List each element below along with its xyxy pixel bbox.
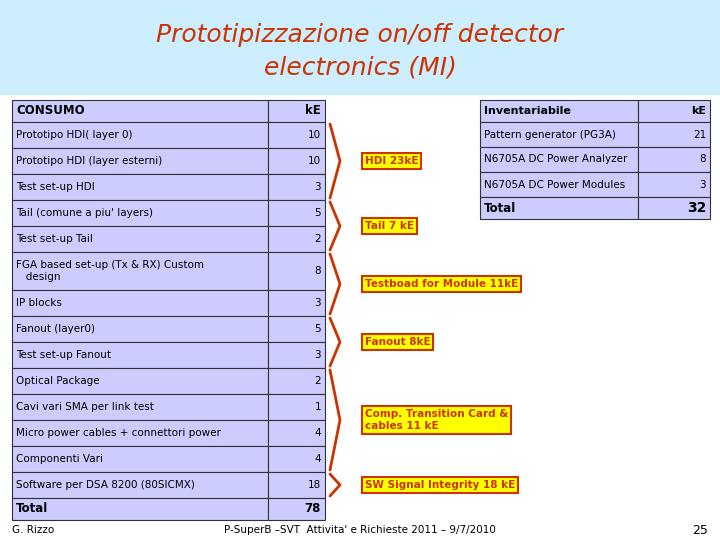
- Text: 25: 25: [692, 523, 708, 537]
- Bar: [12, 368, 268, 394]
- Text: 32: 32: [687, 201, 706, 215]
- Text: 4: 4: [315, 428, 321, 438]
- Text: Comp. Transition Card &
cables 11 kE: Comp. Transition Card & cables 11 kE: [365, 409, 508, 431]
- Bar: [0, 0, 720, 95]
- Text: 3: 3: [699, 179, 706, 190]
- Text: 21: 21: [693, 130, 706, 139]
- Text: Test set-up Fanout: Test set-up Fanout: [16, 350, 111, 360]
- Text: 3: 3: [315, 350, 321, 360]
- Text: Inventariabile: Inventariabile: [484, 106, 571, 116]
- Text: electronics (MI): electronics (MI): [264, 56, 456, 80]
- Bar: [268, 394, 325, 420]
- Text: Total: Total: [484, 201, 516, 214]
- Bar: [480, 147, 638, 172]
- Text: Micro power cables + connettori power: Micro power cables + connettori power: [16, 428, 221, 438]
- Text: Fanout (layer0): Fanout (layer0): [16, 324, 95, 334]
- Text: HDI 23kE: HDI 23kE: [365, 156, 418, 166]
- Text: 8: 8: [315, 266, 321, 276]
- Bar: [12, 498, 268, 520]
- Bar: [12, 252, 268, 290]
- Text: 5: 5: [315, 208, 321, 218]
- Bar: [480, 172, 638, 197]
- Bar: [638, 172, 710, 197]
- Text: 4: 4: [315, 454, 321, 464]
- Text: CONSUMO: CONSUMO: [16, 105, 85, 118]
- Text: Prototipo HDI( layer 0): Prototipo HDI( layer 0): [16, 130, 132, 140]
- Bar: [12, 394, 268, 420]
- Bar: [268, 316, 325, 342]
- Text: 3: 3: [315, 298, 321, 308]
- Text: Testboad for Module 11kE: Testboad for Module 11kE: [365, 279, 518, 289]
- Text: 8: 8: [699, 154, 706, 165]
- Bar: [268, 174, 325, 200]
- Text: Cavi vari SMA per link test: Cavi vari SMA per link test: [16, 402, 154, 412]
- Bar: [480, 197, 638, 219]
- Text: 10: 10: [308, 156, 321, 166]
- Text: Pattern generator (PG3A): Pattern generator (PG3A): [484, 130, 616, 139]
- Text: Software per DSA 8200 (80SICMX): Software per DSA 8200 (80SICMX): [16, 480, 195, 490]
- Bar: [12, 200, 268, 226]
- Text: 18: 18: [307, 480, 321, 490]
- Bar: [268, 368, 325, 394]
- Bar: [268, 290, 325, 316]
- Bar: [12, 446, 268, 472]
- Bar: [12, 226, 268, 252]
- Text: N6705A DC Power Analyzer: N6705A DC Power Analyzer: [484, 154, 627, 165]
- Text: 10: 10: [308, 130, 321, 140]
- Bar: [268, 420, 325, 446]
- Text: Prototipo HDI (layer esterni): Prototipo HDI (layer esterni): [16, 156, 162, 166]
- Text: Fanout 8kE: Fanout 8kE: [365, 337, 431, 347]
- Bar: [638, 100, 710, 122]
- Bar: [12, 148, 268, 174]
- Text: Prototipizzazione on/off detector: Prototipizzazione on/off detector: [156, 23, 564, 47]
- Text: Tail 7 kE: Tail 7 kE: [365, 221, 414, 231]
- Bar: [480, 100, 638, 122]
- Bar: [268, 100, 325, 122]
- Bar: [268, 148, 325, 174]
- Bar: [268, 252, 325, 290]
- Text: 3: 3: [315, 182, 321, 192]
- Bar: [12, 290, 268, 316]
- Text: FGA based set-up (Tx & RX) Custom
   design: FGA based set-up (Tx & RX) Custom design: [16, 260, 204, 282]
- Text: 2: 2: [315, 376, 321, 386]
- Bar: [12, 100, 268, 122]
- Bar: [638, 197, 710, 219]
- Text: Total: Total: [16, 503, 48, 516]
- Text: Test set-up HDI: Test set-up HDI: [16, 182, 95, 192]
- Bar: [268, 472, 325, 498]
- Text: kE: kE: [691, 106, 706, 116]
- Text: 78: 78: [305, 503, 321, 516]
- Text: SW Signal Integrity 18 kE: SW Signal Integrity 18 kE: [365, 480, 516, 490]
- Bar: [12, 420, 268, 446]
- Bar: [638, 122, 710, 147]
- Text: Componenti Vari: Componenti Vari: [16, 454, 103, 464]
- Text: 1: 1: [315, 402, 321, 412]
- Text: 2: 2: [315, 234, 321, 244]
- Bar: [268, 200, 325, 226]
- Text: kE: kE: [305, 105, 321, 118]
- Bar: [12, 122, 268, 148]
- Bar: [268, 342, 325, 368]
- Bar: [638, 147, 710, 172]
- Bar: [268, 226, 325, 252]
- Bar: [12, 316, 268, 342]
- Bar: [12, 174, 268, 200]
- Text: 5: 5: [315, 324, 321, 334]
- Text: IP blocks: IP blocks: [16, 298, 62, 308]
- Bar: [12, 472, 268, 498]
- Bar: [268, 122, 325, 148]
- Bar: [480, 122, 638, 147]
- Text: G. Rizzo: G. Rizzo: [12, 525, 54, 535]
- Text: Tail (comune a piu' layers): Tail (comune a piu' layers): [16, 208, 153, 218]
- Bar: [268, 446, 325, 472]
- Text: P-SuperB –SVT  Attivita' e Richieste 2011 – 9/7/2010: P-SuperB –SVT Attivita' e Richieste 2011…: [224, 525, 496, 535]
- Text: Test set-up Tail: Test set-up Tail: [16, 234, 93, 244]
- Bar: [268, 498, 325, 520]
- Bar: [12, 342, 268, 368]
- Text: N6705A DC Power Modules: N6705A DC Power Modules: [484, 179, 625, 190]
- Text: Optical Package: Optical Package: [16, 376, 99, 386]
